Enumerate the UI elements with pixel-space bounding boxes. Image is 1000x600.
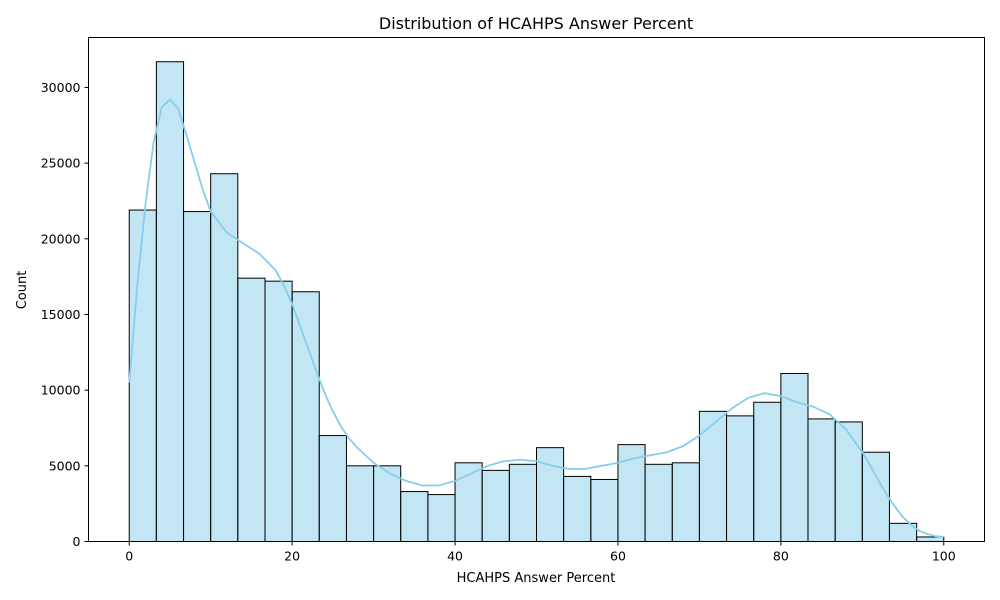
histogram-bars (128, 61, 945, 543)
histogram-bar (400, 491, 429, 542)
y-tick-label: 15000 (41, 307, 81, 322)
histogram-bar (563, 475, 592, 542)
histogram-bar (481, 469, 510, 542)
histogram-bar (807, 418, 836, 542)
plot-frame (88, 37, 985, 542)
histogram-bar (345, 465, 375, 542)
histogram-bar (155, 61, 185, 542)
histogram-bar (373, 465, 402, 542)
y-axis-ticks: 0 5000 10000 15000 20000 25000 30000 (41, 80, 89, 549)
y-tick-label: 0 (73, 534, 81, 549)
histogram-bar (916, 536, 945, 543)
x-tick-label: 100 (932, 549, 956, 564)
histogram-bar (644, 463, 673, 543)
y-tick-label: 10000 (41, 383, 81, 398)
histogram-bar (454, 462, 483, 543)
histogram-bar (427, 494, 456, 543)
x-tick-label: 80 (773, 549, 789, 564)
x-axis-label: HCAHPS Answer Percent (457, 571, 616, 586)
x-tick-label: 20 (284, 549, 300, 564)
y-tick-label: 20000 (41, 231, 81, 246)
histogram-bar (726, 415, 755, 543)
y-tick-label: 25000 (41, 156, 81, 171)
histogram-bar (753, 401, 782, 542)
histogram-bar (698, 410, 728, 542)
histogram-bar (264, 280, 293, 542)
y-tick-label: 5000 (49, 458, 81, 473)
y-axis-label: Count (15, 271, 30, 310)
histogram-bar (590, 478, 619, 543)
kde-curve (128, 98, 944, 538)
histogram-bar (671, 462, 700, 543)
histogram-bar (128, 209, 157, 543)
histogram-bar (183, 211, 212, 542)
histogram-bar (861, 451, 890, 542)
histogram-bar (834, 421, 863, 542)
x-tick-label: 60 (610, 549, 626, 564)
x-tick-label: 40 (447, 549, 463, 564)
histogram-bar (237, 277, 266, 542)
y-tick-label: 30000 (41, 80, 81, 95)
histogram-bar (291, 291, 320, 542)
histogram-bar (508, 463, 538, 543)
chart-title: Distribution of HCAHPS Answer Percent (379, 14, 693, 33)
x-tick-label: 0 (125, 549, 133, 564)
histogram-bar (780, 373, 809, 542)
histogram-bar (318, 435, 347, 542)
x-axis-ticks: 0 20 40 60 80 100 (125, 541, 956, 564)
